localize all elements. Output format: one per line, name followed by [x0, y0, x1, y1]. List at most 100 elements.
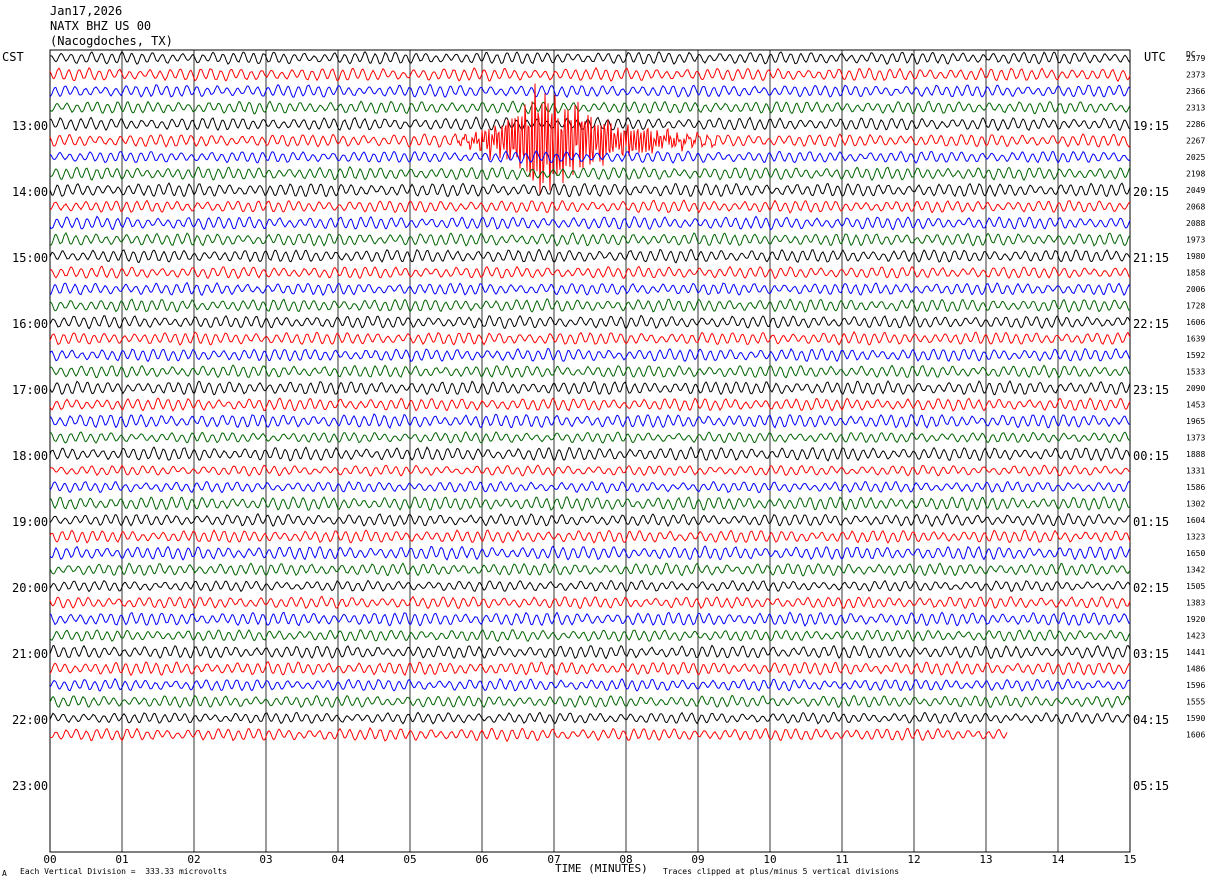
dc-offset-label: 1920 [1186, 615, 1205, 624]
seismic-trace [49, 431, 1131, 444]
left-hour-label: 16:00 [12, 317, 48, 331]
x-tick-label: 11 [835, 853, 848, 866]
seismic-trace [49, 347, 1131, 363]
seismic-trace [49, 512, 1131, 528]
seismic-trace [49, 231, 1131, 247]
dc-offset-label: 1373 [1186, 434, 1205, 443]
seismic-trace [49, 595, 1131, 610]
right-hour-label: 01:15 [1133, 515, 1169, 529]
x-tick-label: 07 [547, 853, 560, 866]
seismic-trace [49, 413, 1131, 429]
dc-offset-label: 1486 [1186, 665, 1205, 674]
seismic-trace [49, 579, 1131, 593]
right-hour-label: 23:15 [1133, 383, 1169, 397]
right-hour-label: 19:15 [1133, 119, 1169, 133]
dc-offset-label: 1980 [1186, 252, 1205, 261]
right-hour-label: 21:15 [1133, 251, 1169, 265]
dc-offset-label: 2366 [1186, 87, 1205, 96]
right-hour-label: 02:15 [1133, 581, 1169, 595]
dc-offset-label: 1342 [1186, 566, 1205, 575]
dc-offset-label: 1453 [1186, 401, 1205, 410]
right-hour-label: 20:15 [1133, 185, 1169, 199]
dc-offset-label: 2068 [1186, 203, 1205, 212]
seismic-trace [49, 265, 1131, 280]
corner-mark: A [2, 869, 7, 878]
left-hour-label: 20:00 [12, 581, 48, 595]
dc-offset-label: 1604 [1186, 516, 1205, 525]
seismic-trace [49, 182, 1131, 198]
dc-offset-label: 1423 [1186, 632, 1205, 641]
seismic-trace [49, 281, 1131, 297]
left-timezone-label: CST [2, 50, 24, 64]
dc-offset-label: 1592 [1186, 351, 1205, 360]
dc-offset-label: 1323 [1186, 533, 1205, 542]
seismic-trace [49, 50, 1131, 65]
dc-offset-label: 1555 [1186, 698, 1205, 707]
seismic-trace [49, 66, 1131, 83]
dc-offset-label: 2286 [1186, 120, 1205, 129]
x-tick-label: 09 [691, 853, 704, 866]
dc-offset-label: 2088 [1186, 219, 1205, 228]
x-tick-label: 14 [1051, 853, 1065, 866]
left-hour-label: 14:00 [12, 185, 48, 199]
dc-offset-label: 2267 [1186, 137, 1205, 146]
x-tick-label: 00 [43, 853, 56, 866]
seismic-trace [49, 314, 1131, 330]
seismic-trace [49, 100, 1131, 115]
dc-offset-label: 1965 [1186, 417, 1205, 426]
x-tick-label: 12 [907, 853, 920, 866]
x-tick-label: 08 [619, 853, 632, 866]
x-tick-label: 13 [979, 853, 992, 866]
dc-offset-label: 2373 [1186, 71, 1205, 80]
seismic-trace [49, 629, 1131, 643]
clip-note: Traces clipped at plus/minus 5 vertical … [663, 867, 900, 876]
seismic-trace [49, 199, 1131, 214]
seismic-trace [49, 529, 1131, 544]
right-hour-label: 04:15 [1133, 713, 1169, 727]
left-hour-label: 22:00 [12, 713, 48, 727]
dc-offset-label: 2049 [1186, 186, 1205, 195]
seismic-trace [49, 83, 1131, 99]
seismic-trace [49, 694, 1131, 709]
x-axis-title: TIME (MINUTES) [555, 862, 648, 875]
left-hour-label: 13:00 [12, 119, 48, 133]
seismic-trace [49, 711, 1131, 725]
dc-offset-label: 2025 [1186, 153, 1205, 162]
left-hour-label: 18:00 [12, 449, 48, 463]
seismic-trace [49, 660, 1131, 677]
dc-offset-label: 1331 [1186, 467, 1205, 476]
x-tick-label: 02 [187, 853, 200, 866]
dc-offset-label: 1505 [1186, 582, 1205, 591]
seismic-trace [49, 298, 1130, 313]
left-hour-label: 21:00 [12, 647, 48, 661]
scale-note: Each Vertical Division = 333.33 microvol… [20, 867, 228, 876]
seismic-trace [49, 380, 1131, 396]
seismic-trace [49, 446, 1131, 462]
right-hour-label: 03:15 [1133, 647, 1169, 661]
dc-offset-label: 2090 [1186, 384, 1205, 393]
station-location: (Nacogdoches, TX) [50, 34, 173, 48]
seismic-trace [49, 166, 1131, 182]
seismic-trace [49, 330, 1131, 346]
seismic-trace [49, 150, 1131, 164]
x-tick-label: 10 [763, 853, 776, 866]
left-hour-label: 19:00 [12, 515, 48, 529]
seismic-trace [49, 644, 1131, 660]
left-hour-label: 17:00 [12, 383, 48, 397]
seismic-trace [49, 727, 1008, 743]
dc-offset-label: 1302 [1186, 500, 1205, 509]
seismic-trace [49, 480, 1131, 494]
dc-offset-label: 1441 [1186, 648, 1205, 657]
seismic-trace [49, 116, 1131, 132]
right-hour-label: 22:15 [1133, 317, 1169, 331]
dc-offset-label: 1586 [1186, 483, 1205, 492]
dc-offset-label: 1383 [1186, 599, 1205, 608]
x-tick-label: 05 [403, 853, 416, 866]
station-code: NATX BHZ US 00 [50, 19, 152, 33]
dc-offset-label: 1590 [1186, 714, 1205, 723]
dc-offset-label: 2006 [1186, 285, 1205, 294]
dc-offset-label: 1606 [1186, 318, 1205, 327]
dc-offset-label: 1639 [1186, 335, 1205, 344]
seismic-trace [49, 364, 1131, 379]
